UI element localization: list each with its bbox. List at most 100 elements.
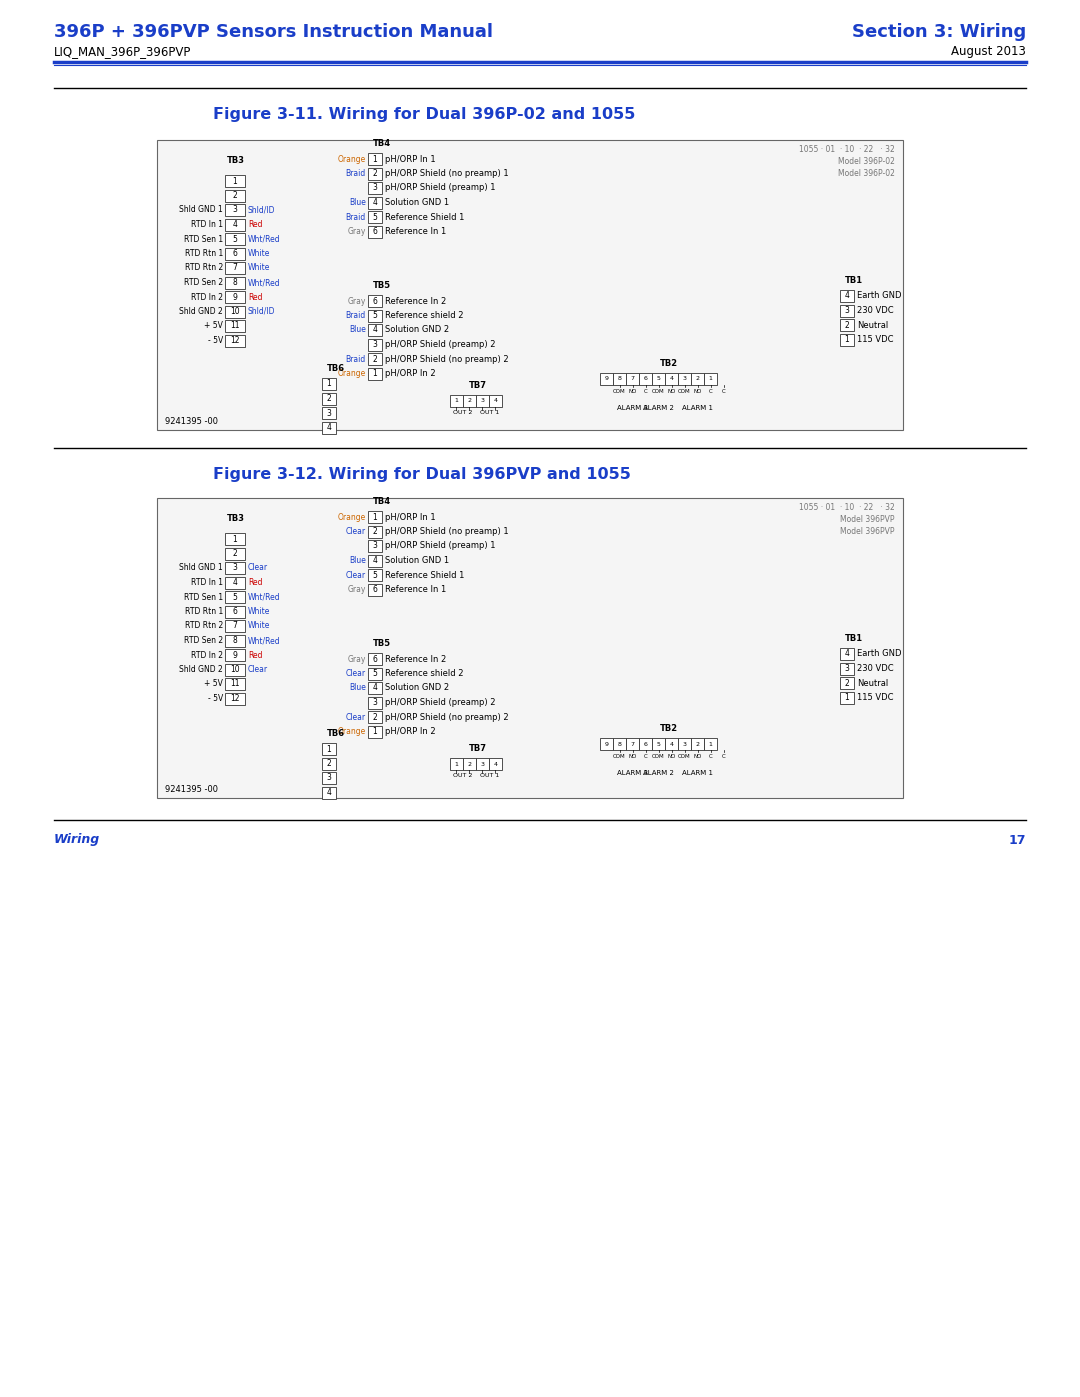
Text: pH/ORP Shield (no preamp) 1: pH/ORP Shield (no preamp) 1 bbox=[384, 527, 509, 536]
Text: TB4: TB4 bbox=[373, 138, 391, 148]
Text: TB2: TB2 bbox=[660, 724, 678, 733]
Text: 12: 12 bbox=[230, 694, 240, 703]
Text: 8: 8 bbox=[232, 278, 238, 286]
Bar bbox=[157, 140, 903, 430]
Bar bbox=[322, 422, 336, 433]
Text: Wiring: Wiring bbox=[54, 834, 100, 847]
Bar bbox=[225, 591, 245, 604]
Text: Orange: Orange bbox=[338, 369, 366, 379]
Text: 1: 1 bbox=[373, 155, 377, 163]
Text: COM: COM bbox=[652, 388, 665, 394]
Text: 3: 3 bbox=[373, 183, 377, 193]
Text: ALARM 2: ALARM 2 bbox=[643, 405, 674, 411]
Text: NO: NO bbox=[629, 388, 637, 394]
Text: NO: NO bbox=[667, 754, 676, 759]
Bar bbox=[368, 338, 382, 351]
Text: 9241395 -00: 9241395 -00 bbox=[165, 785, 218, 795]
Text: Earth GND: Earth GND bbox=[858, 292, 902, 300]
Bar bbox=[840, 662, 854, 675]
Text: ALARM 3: ALARM 3 bbox=[617, 770, 648, 775]
Text: Solution GND 2: Solution GND 2 bbox=[384, 326, 449, 334]
Bar bbox=[225, 562, 245, 574]
Text: COM: COM bbox=[652, 754, 665, 759]
Text: 7: 7 bbox=[232, 622, 238, 630]
Text: RTD In 2: RTD In 2 bbox=[191, 651, 222, 659]
Text: Shld GND 2: Shld GND 2 bbox=[179, 665, 222, 673]
Text: 12: 12 bbox=[230, 337, 240, 345]
Text: TB5: TB5 bbox=[373, 638, 391, 648]
Text: TB7: TB7 bbox=[469, 381, 487, 390]
Text: C: C bbox=[644, 754, 647, 759]
Bar bbox=[840, 319, 854, 331]
Text: 9241395 -00: 9241395 -00 bbox=[165, 418, 218, 426]
Bar bbox=[225, 175, 245, 187]
Text: Red: Red bbox=[248, 651, 262, 659]
Text: 17: 17 bbox=[1009, 834, 1026, 847]
Text: Red: Red bbox=[248, 578, 262, 587]
Text: TB6: TB6 bbox=[327, 729, 346, 738]
Bar bbox=[225, 277, 245, 289]
Text: TB1: TB1 bbox=[845, 277, 863, 285]
Text: Orange: Orange bbox=[338, 513, 366, 521]
Text: RTD Rtn 2: RTD Rtn 2 bbox=[185, 622, 222, 630]
Text: NO: NO bbox=[693, 388, 702, 394]
Text: Reference shield 2: Reference shield 2 bbox=[384, 312, 463, 320]
Text: ALARM 1: ALARM 1 bbox=[681, 770, 713, 775]
Text: COM: COM bbox=[678, 388, 691, 394]
Text: 4: 4 bbox=[326, 423, 332, 432]
Bar bbox=[613, 373, 626, 386]
Bar bbox=[368, 225, 382, 237]
Text: Clear: Clear bbox=[346, 527, 366, 536]
Text: 115 VDC: 115 VDC bbox=[858, 335, 893, 344]
Text: 4: 4 bbox=[232, 578, 238, 587]
Bar bbox=[368, 211, 382, 224]
Bar bbox=[368, 725, 382, 738]
Text: 2: 2 bbox=[326, 759, 332, 768]
Text: 4: 4 bbox=[670, 742, 674, 746]
Bar bbox=[368, 154, 382, 165]
Text: - 5V: - 5V bbox=[207, 694, 222, 703]
Text: 4: 4 bbox=[373, 198, 377, 207]
Text: Shld/ID: Shld/ID bbox=[248, 205, 275, 215]
Text: Braid: Braid bbox=[346, 355, 366, 363]
Text: Neutral: Neutral bbox=[858, 679, 888, 687]
Text: 9: 9 bbox=[605, 377, 608, 381]
Bar bbox=[322, 393, 336, 405]
Bar bbox=[450, 395, 463, 407]
Text: 8: 8 bbox=[618, 742, 621, 746]
Bar bbox=[600, 373, 613, 386]
Bar bbox=[322, 773, 336, 784]
Bar bbox=[368, 541, 382, 552]
Bar bbox=[368, 555, 382, 567]
Text: Section 3: Wiring: Section 3: Wiring bbox=[852, 22, 1026, 41]
Text: pH/ORP Shield (preamp) 2: pH/ORP Shield (preamp) 2 bbox=[384, 339, 496, 349]
Text: C: C bbox=[708, 388, 713, 394]
Text: Figure 3-12. Wiring for Dual 396PVP and 1055: Figure 3-12. Wiring for Dual 396PVP and … bbox=[213, 467, 631, 482]
Text: Wht/Red: Wht/Red bbox=[248, 278, 281, 286]
Text: 2: 2 bbox=[326, 394, 332, 402]
Bar bbox=[368, 584, 382, 595]
Bar bbox=[225, 291, 245, 303]
Text: pH/ORP Shield (no preamp) 2: pH/ORP Shield (no preamp) 2 bbox=[384, 712, 509, 721]
Text: 2: 2 bbox=[232, 549, 238, 557]
Bar bbox=[225, 263, 245, 274]
Text: Reference shield 2: Reference shield 2 bbox=[384, 669, 463, 678]
Text: 9: 9 bbox=[232, 292, 238, 302]
Text: OUT 2: OUT 2 bbox=[453, 409, 472, 415]
Bar bbox=[678, 373, 691, 386]
Text: Blue: Blue bbox=[349, 326, 366, 334]
Bar bbox=[368, 367, 382, 380]
Bar bbox=[368, 295, 382, 307]
Text: 2: 2 bbox=[468, 761, 472, 767]
Text: 2: 2 bbox=[373, 527, 377, 536]
Text: 7: 7 bbox=[631, 742, 635, 746]
Text: COM: COM bbox=[613, 388, 625, 394]
Text: Model 396PVP: Model 396PVP bbox=[840, 515, 895, 524]
Bar bbox=[225, 678, 245, 690]
Text: 3: 3 bbox=[373, 339, 377, 349]
Text: 2: 2 bbox=[468, 398, 472, 404]
Bar bbox=[322, 407, 336, 419]
Text: TB4: TB4 bbox=[373, 497, 391, 506]
Text: ALARM 1: ALARM 1 bbox=[681, 405, 713, 411]
Bar bbox=[225, 190, 245, 201]
